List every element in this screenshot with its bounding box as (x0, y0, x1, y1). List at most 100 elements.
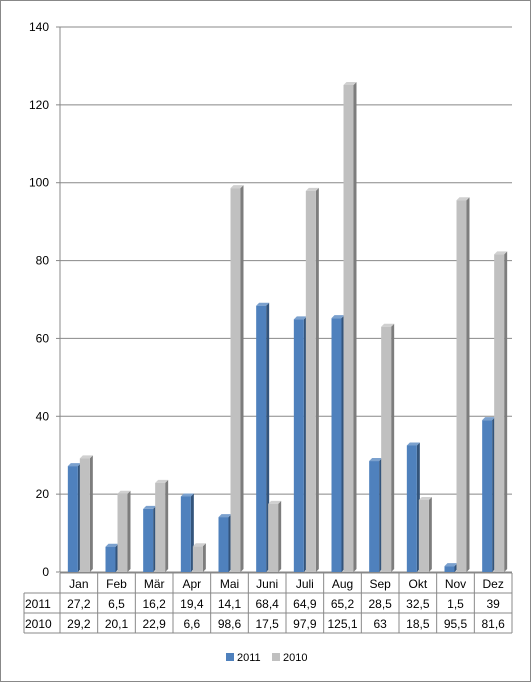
bar-front (143, 508, 154, 572)
bar-front (256, 305, 267, 572)
bar-top (418, 496, 432, 500)
bar-top (406, 442, 420, 446)
bar-front (218, 517, 229, 572)
bar-top (192, 543, 206, 547)
bar-top (482, 417, 496, 421)
y-tick-label: 60 (36, 331, 50, 345)
bar-2011-Mär (143, 505, 157, 572)
bar-2010-Mär (155, 479, 169, 572)
table-cell: 19,4 (180, 597, 204, 611)
category-label: Mai (220, 577, 239, 591)
bar-front (268, 503, 279, 572)
table-cell: 18,5 (406, 617, 430, 631)
bars (67, 82, 508, 573)
y-axis: 0 20 40 60 80 100 120 140 (29, 20, 512, 579)
bar-front (79, 458, 90, 572)
table-cell: 64,9 (293, 597, 317, 611)
bar-top (494, 251, 508, 255)
bar-2010-Okt (418, 496, 432, 572)
bar-side (466, 197, 470, 572)
table-cell: 29,2 (67, 617, 91, 631)
table-cell: 6,6 (183, 617, 200, 631)
bar-side (353, 82, 357, 572)
bar-2011-Aug (331, 315, 345, 572)
category-label: Aug (332, 577, 353, 591)
table-cell: 81,6 (481, 617, 505, 631)
y-tick-label: 140 (29, 20, 49, 34)
bar-2011-Nov (444, 563, 458, 572)
bar-2010-Dez (494, 251, 508, 573)
y-tick-label: 100 (29, 176, 49, 190)
bar-2011-Juli (293, 316, 307, 572)
bar-front (456, 200, 467, 572)
bar-2010-Juli (305, 187, 319, 572)
category-label: Mär (144, 577, 165, 591)
bar-top (230, 185, 244, 189)
bar-side (428, 496, 432, 572)
category-label: Feb (106, 577, 127, 591)
bar-front (105, 546, 116, 572)
y-tick-label: 80 (36, 254, 50, 268)
bar-top (105, 543, 119, 547)
bar-side (165, 479, 169, 572)
y-tick-label: 0 (42, 565, 49, 579)
bar-2011-Juni (256, 302, 270, 572)
legend: 2011 2010 (226, 652, 307, 664)
table-cell: 27,2 (67, 597, 91, 611)
bar-front (494, 254, 505, 573)
legend-label: 2011 (237, 652, 261, 664)
table-cell: 17,5 (255, 617, 279, 631)
table-cell: 39 (486, 597, 500, 611)
bar-side (127, 490, 131, 572)
bar-front (180, 496, 191, 572)
bar-2010-Apr (192, 543, 206, 572)
bar-top (256, 302, 270, 306)
bar-top (444, 563, 458, 567)
table-cell: 14,1 (218, 597, 242, 611)
bar-front (293, 319, 304, 572)
y-tick-label: 40 (36, 409, 50, 423)
bar-top (155, 479, 169, 483)
bar-top (305, 187, 319, 191)
bar-2010-Jan (79, 455, 93, 572)
bar-2010-Juni (268, 500, 282, 572)
table-cell: 1,5 (447, 597, 464, 611)
bar-top (381, 323, 395, 327)
category-label: Nov (445, 577, 466, 591)
data-table: Jan Feb Mär Apr Mai Juni Juli Aug Sep Okt Nov Dez 20… (23, 572, 513, 634)
bar-top (343, 82, 357, 86)
table-cell: 20,1 (105, 617, 129, 631)
bar-front (418, 499, 429, 572)
bar-2011-Okt (406, 442, 420, 572)
bar-front (192, 546, 203, 572)
table-cell: 97,9 (293, 617, 317, 631)
table-cell: 95,5 (444, 617, 468, 631)
bar-top (293, 316, 307, 320)
table-cell: 16,2 (142, 597, 166, 611)
bar-top (79, 455, 93, 459)
legend-entry-2011: 2011 (226, 652, 261, 664)
bar-2011-Dez (482, 417, 496, 572)
bar-top (117, 490, 131, 494)
bar-2010-Mai (230, 185, 244, 572)
table-cell: 68,4 (255, 597, 279, 611)
category-label: Apr (182, 577, 201, 591)
y-tick-label: 120 (29, 98, 49, 112)
bar-side (315, 187, 319, 572)
bar-side (89, 455, 93, 572)
category-label: Juli (296, 577, 314, 591)
table-series-name: 2011 (25, 597, 51, 611)
bar-side (391, 323, 395, 572)
bar-top (268, 500, 282, 504)
bar-front (331, 318, 342, 572)
table-cell: 6,5 (108, 597, 125, 611)
bar-2011-Feb (105, 543, 119, 572)
category-label: Jan (69, 577, 88, 591)
bar-front (230, 188, 241, 572)
legend-swatch (226, 653, 234, 661)
table-cell: 22,9 (142, 617, 166, 631)
bar-front (343, 85, 354, 572)
table-cell: 32,5 (406, 597, 430, 611)
bar-2011-Apr (180, 493, 194, 572)
